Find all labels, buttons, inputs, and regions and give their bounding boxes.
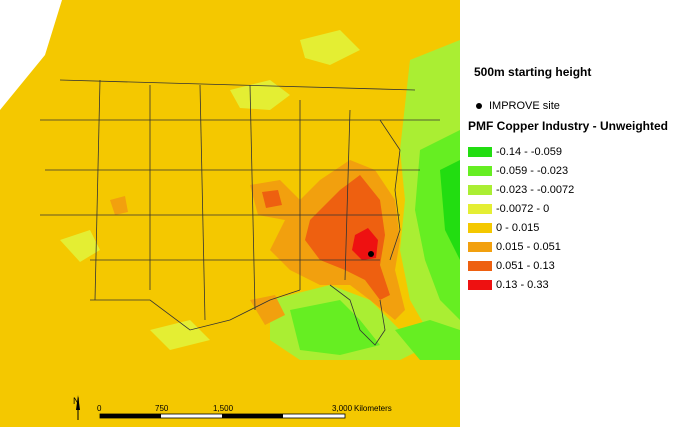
site-dot-icon (476, 103, 482, 110)
legend-class: -0.023 - -0.0072 (468, 184, 574, 197)
caribbean-green (395, 320, 460, 360)
legend-swatch (468, 147, 492, 158)
concentration-map: N 0 750 1,500 3,000 Kilometers (0, 0, 460, 427)
texas-orange (250, 295, 285, 325)
legend-swatch (468, 185, 492, 196)
legend-class-label: 0.13 - 0.33 (496, 279, 549, 291)
patch-canada (300, 30, 360, 65)
legend-swatch (468, 261, 492, 272)
north-arrow: N (73, 395, 80, 420)
patch-south (150, 320, 210, 350)
legend-site-label: IMPROVE site (489, 100, 560, 112)
legend-swatch (468, 204, 492, 215)
legend-class-label: 0 - 0.015 (496, 222, 540, 234)
legend-class-label: -0.059 - -0.023 (496, 165, 569, 177)
legend-class-label: -0.0072 - 0 (496, 203, 550, 215)
scale-tick-1500: 1,500 (213, 404, 234, 413)
legend-class: 0.13 - 0.33 (468, 279, 549, 292)
improve-site-marker (368, 251, 374, 257)
scale-tick-3000: 3,000 (332, 404, 353, 413)
scale-unit: Kilometers (354, 404, 392, 413)
legend-heading: 500m starting height (474, 65, 592, 79)
west-orange (110, 196, 128, 215)
map-legend: 500m starting height IMPROVE site PMF Co… (462, 0, 678, 427)
legend-class: -0.0072 - 0 (468, 203, 549, 216)
legend-class-label: 0.015 - 0.051 (496, 241, 561, 253)
legend-class-label: -0.023 - -0.0072 (496, 184, 575, 196)
legend-swatch (468, 280, 492, 291)
state-boundaries (40, 79, 440, 346)
legend-class-label: 0.051 - 0.13 (496, 260, 555, 272)
legend-swatch (468, 166, 492, 177)
north-label: N (73, 396, 80, 406)
scale-bar: 0 750 1,500 3,000 Kilometers (97, 404, 392, 419)
legend-site-entry: IMPROVE site (476, 100, 560, 112)
legend-class: 0.051 - 0.13 (468, 260, 555, 273)
se-redorange (305, 175, 390, 300)
legend-class: 0 - 0.015 (468, 222, 539, 235)
midwest-redorange (262, 190, 282, 208)
legend-swatch (468, 242, 492, 253)
legend-title: PMF Copper Industry - Unweighted (468, 119, 668, 133)
legend-class: -0.059 - -0.023 (468, 165, 568, 178)
patch-west (60, 230, 100, 262)
legend-class-label: -0.14 - -0.059 (496, 146, 563, 158)
patch-north (230, 80, 290, 110)
legend-swatch (468, 223, 492, 234)
legend-class: -0.14 - -0.059 (468, 146, 562, 159)
scale-tick-750: 750 (155, 404, 169, 413)
scale-tick-0: 0 (97, 404, 102, 413)
legend-class: 0.015 - 0.051 (468, 241, 561, 254)
gulf-green (290, 300, 380, 355)
atlantic-deep-green (440, 160, 460, 260)
